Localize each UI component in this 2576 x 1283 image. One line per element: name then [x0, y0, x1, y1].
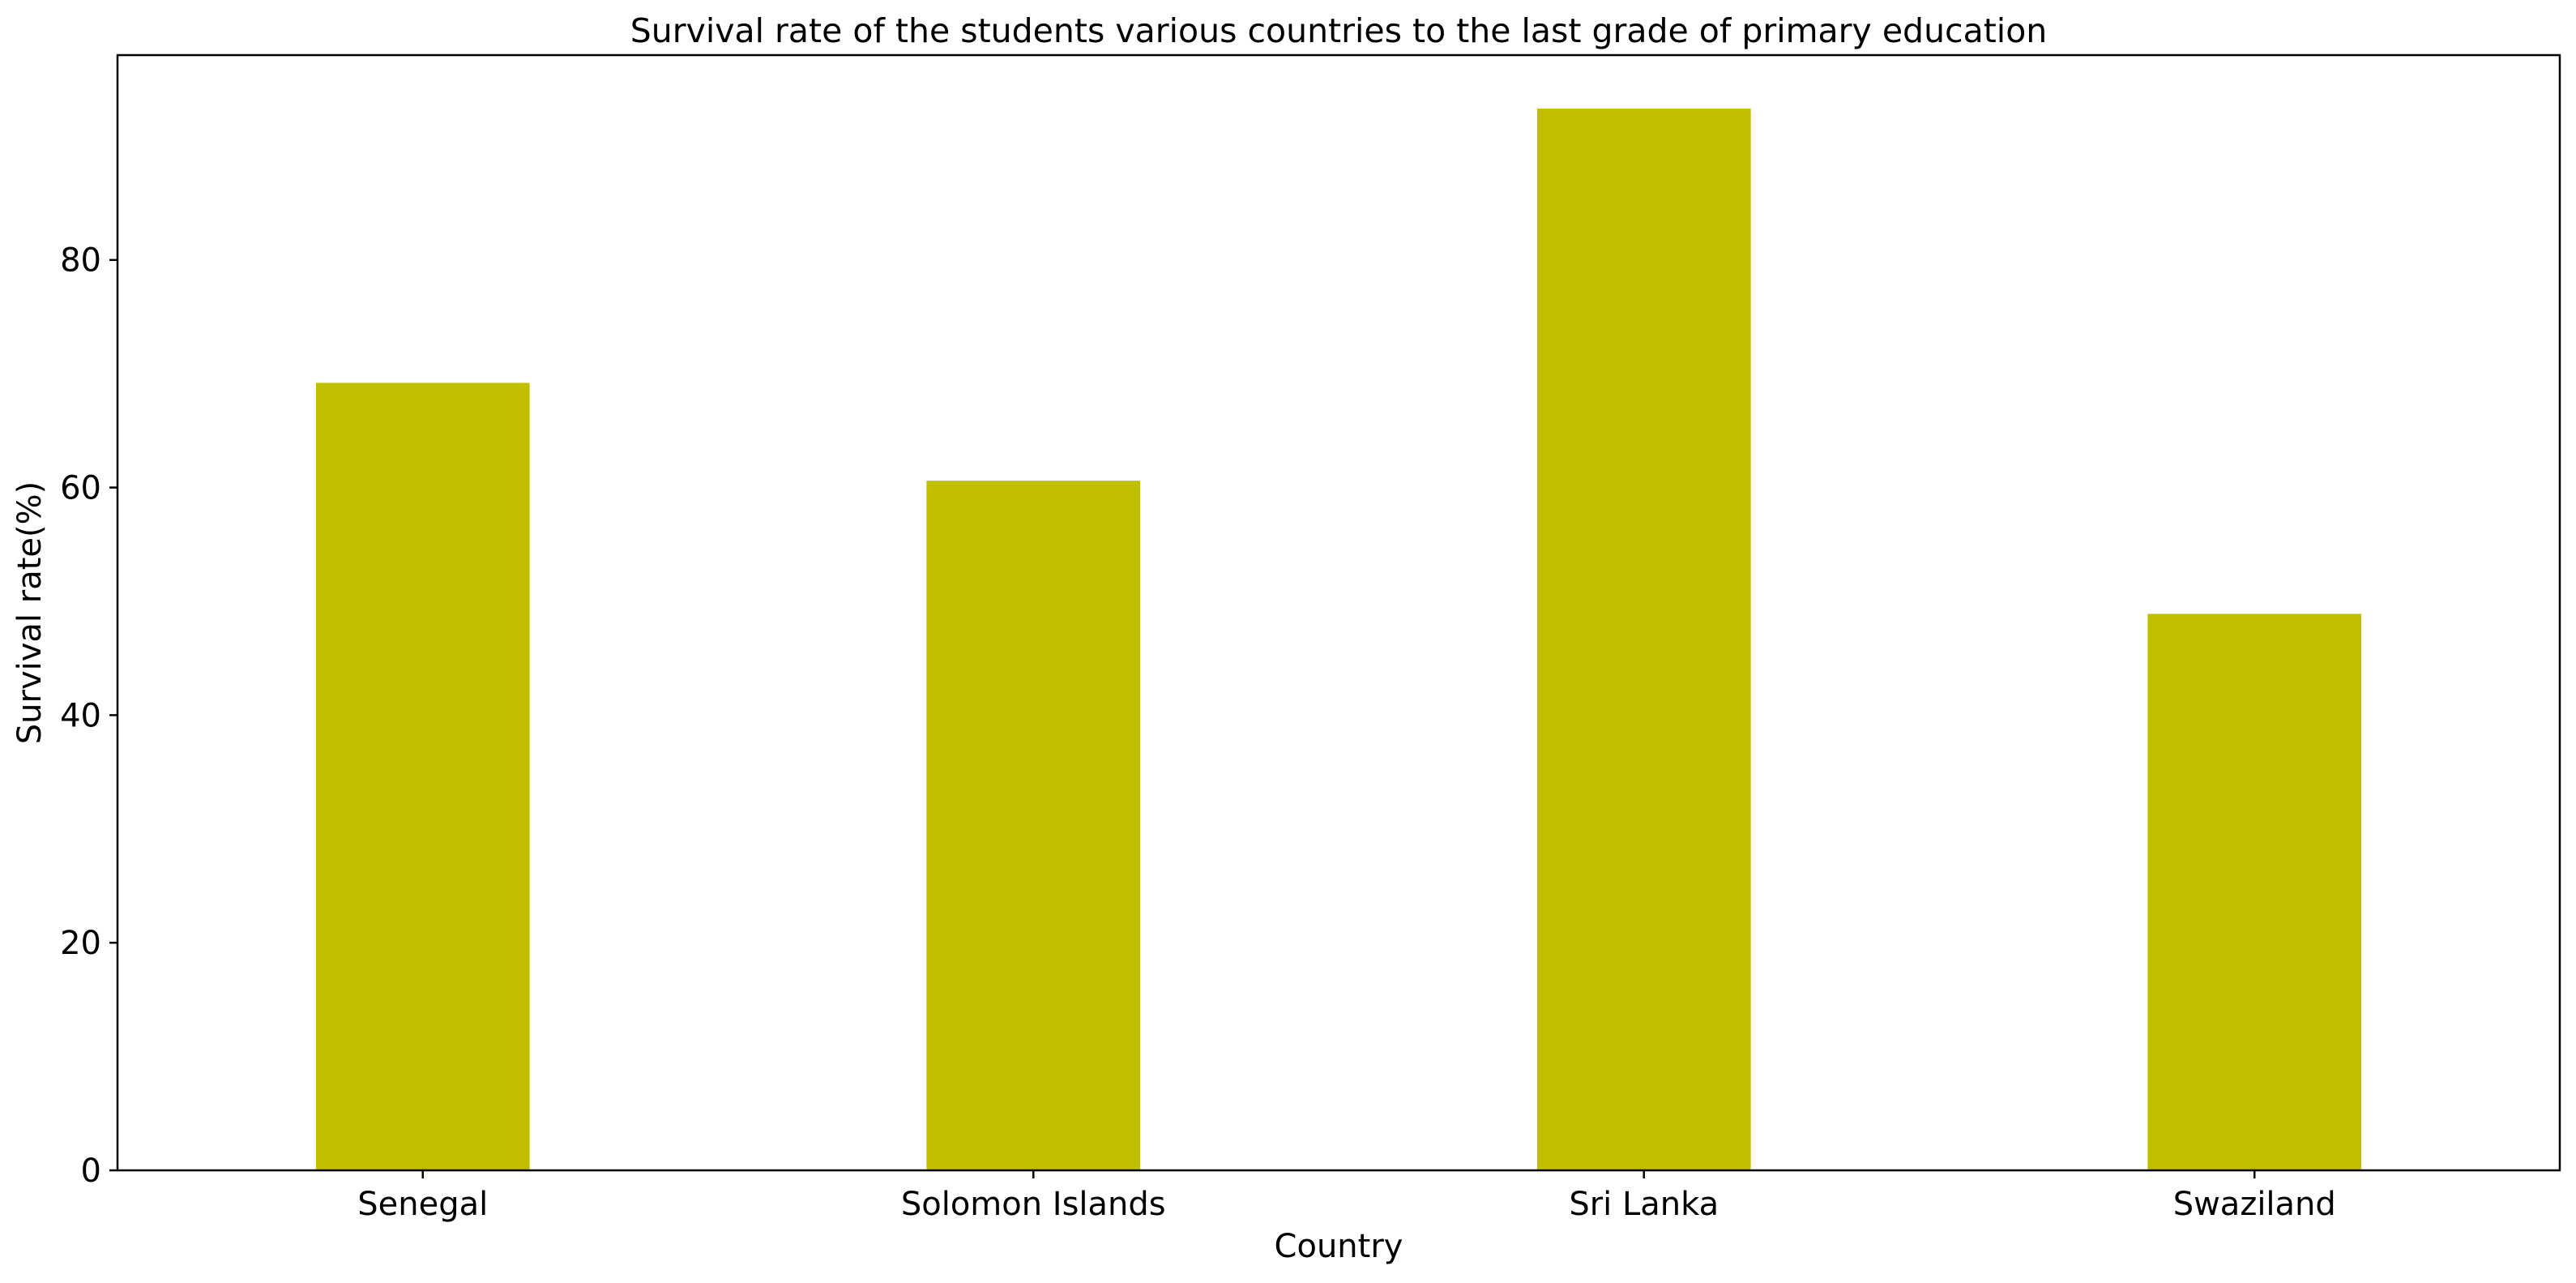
bar-swaziland	[2147, 614, 2362, 1170]
y-axis-ticks: 0 20 40 60 80	[60, 242, 117, 1190]
x-tick-label: Sri Lanka	[1569, 1186, 1719, 1223]
bar-senegal	[315, 383, 530, 1171]
y-tick-label: 80	[60, 242, 101, 280]
y-tick-label: 40	[60, 697, 101, 734]
x-tick-label: Solomon Islands	[901, 1186, 1166, 1223]
bars-group	[315, 108, 2362, 1171]
bar-sri-lanka	[1536, 108, 1751, 1171]
x-tick-label: Senegal	[357, 1186, 488, 1223]
y-axis-label: Survival rate(%)	[11, 481, 49, 744]
chart-title: Survival rate of the students various co…	[630, 11, 2048, 50]
x-tick-label: Swaziland	[2173, 1186, 2336, 1223]
y-tick-label: 60	[60, 470, 101, 507]
plot-frame	[116, 53, 2561, 1172]
y-tick-label: 20	[60, 925, 101, 962]
bar-solomon-islands	[926, 481, 1141, 1170]
x-axis-ticks: Senegal Solomon Islands Sri Lanka Swaziland	[357, 1170, 2336, 1223]
y-tick-label: 0	[81, 1153, 101, 1190]
x-axis-label: Country	[1275, 1228, 1403, 1265]
